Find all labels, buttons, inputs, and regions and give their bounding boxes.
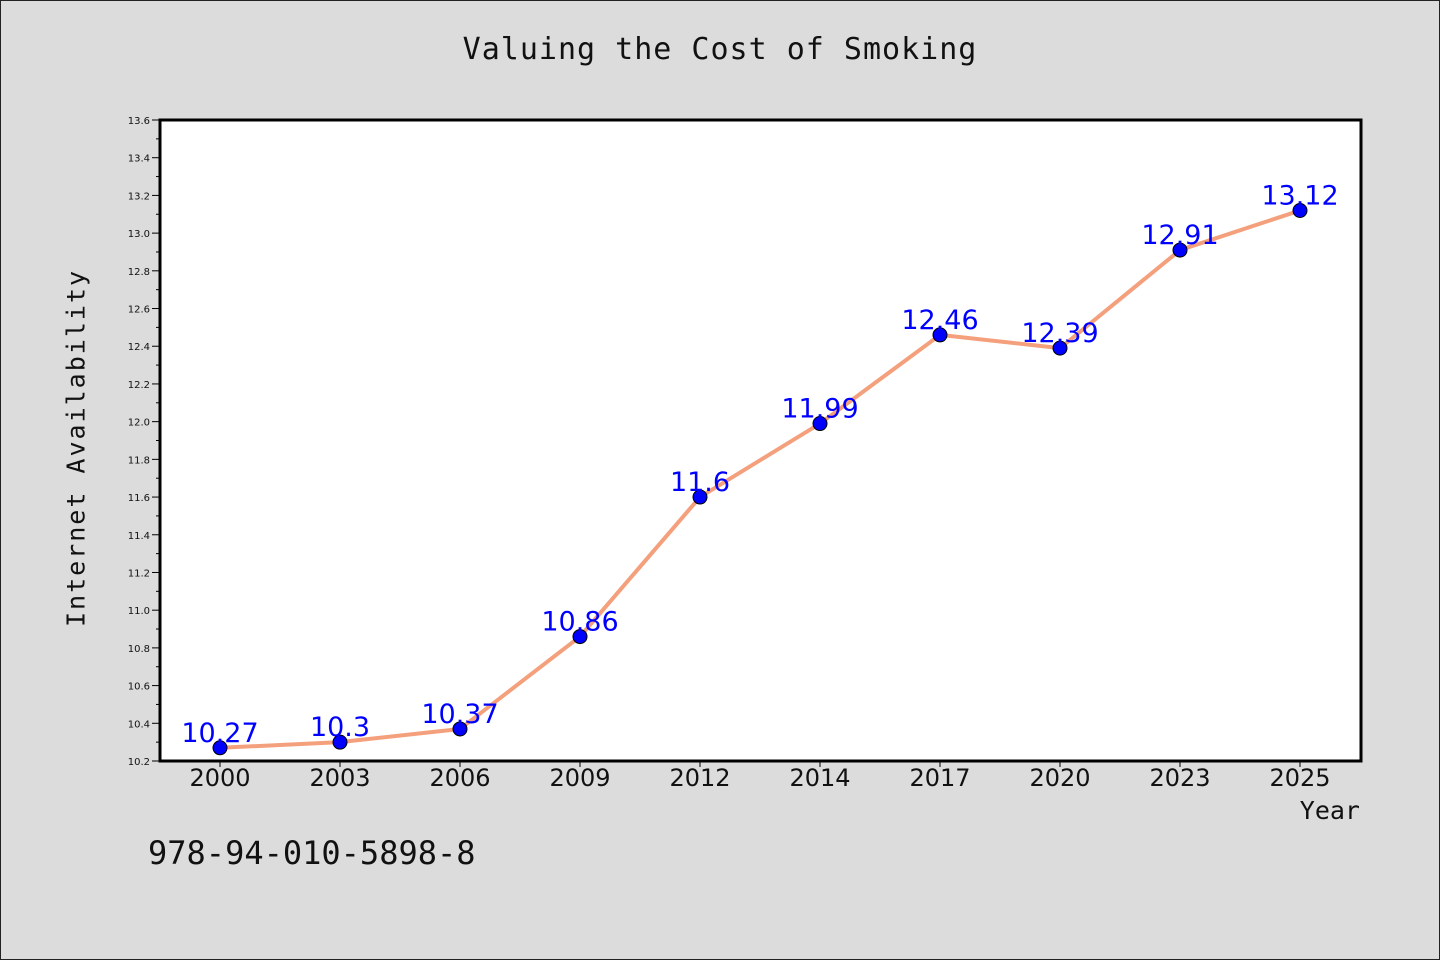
y-tick-label: 11.6 — [128, 493, 150, 504]
y-tick-label: 13.6 — [128, 116, 150, 127]
data-label: 10.37 — [421, 699, 498, 730]
y-tick-label: 11.8 — [128, 455, 150, 466]
data-point — [932, 327, 948, 343]
data-label: 11.6 — [670, 467, 730, 498]
footer-code: 978-94-010-5898-8 — [148, 834, 476, 872]
data-point — [212, 740, 228, 756]
data-point — [692, 489, 708, 505]
x-tick-label: 2009 — [549, 764, 610, 792]
data-label: 11.99 — [781, 394, 858, 425]
y-tick-label: 11.2 — [128, 568, 150, 579]
data-label: 13.12 — [1261, 180, 1338, 211]
data-label: 10.86 — [541, 607, 618, 638]
x-tick-label: 2017 — [909, 764, 970, 792]
x-tick-label: 2012 — [669, 764, 730, 792]
y-tick-label: 11.0 — [128, 606, 150, 617]
y-tick-label: 12.4 — [128, 342, 150, 353]
data-point — [332, 734, 348, 750]
data-label: 12.46 — [901, 305, 978, 336]
data-label: 12.91 — [1141, 220, 1218, 251]
y-tick-label: 10.6 — [128, 682, 150, 693]
y-tick-label: 11.4 — [128, 531, 150, 542]
x-tick-label: 2000 — [189, 764, 250, 792]
data-point — [812, 416, 828, 432]
chart-title: Valuing the Cost of Smoking — [462, 32, 978, 67]
y-tick-label: 13.0 — [128, 229, 150, 240]
data-point — [1052, 340, 1068, 356]
y-tick-label: 10.8 — [128, 644, 150, 655]
y-tick-label: 12.6 — [128, 305, 150, 316]
y-tick-label: 10.2 — [128, 757, 150, 768]
y-tick-label: 12.0 — [128, 418, 150, 429]
y-tick-label: 10.4 — [128, 719, 150, 730]
series-line — [219, 208, 1301, 750]
data-point — [572, 629, 588, 645]
data-point — [1172, 242, 1188, 258]
y-tick-label: 12.8 — [128, 267, 150, 278]
y-tick-label: 13.4 — [128, 154, 150, 165]
data-label: 10.27 — [181, 718, 258, 749]
data-label: 12.39 — [1021, 318, 1098, 349]
x-tick-label: 2020 — [1029, 764, 1090, 792]
x-tick-label: 2025 — [1269, 764, 1330, 792]
data-point — [452, 721, 468, 737]
x-tick-label: 2003 — [309, 764, 370, 792]
y-tick-label: 13.2 — [128, 191, 150, 202]
y-tick-label: 12.2 — [128, 380, 150, 391]
data-point — [1292, 202, 1308, 218]
plot-area — [158, 118, 1363, 763]
x-tick-label: 2006 — [429, 764, 490, 792]
x-tick-label: 2014 — [789, 764, 850, 792]
data-label: 10.3 — [310, 712, 370, 743]
x-axis-label: Year — [1299, 796, 1360, 825]
x-tick-label: 2023 — [1149, 764, 1210, 792]
